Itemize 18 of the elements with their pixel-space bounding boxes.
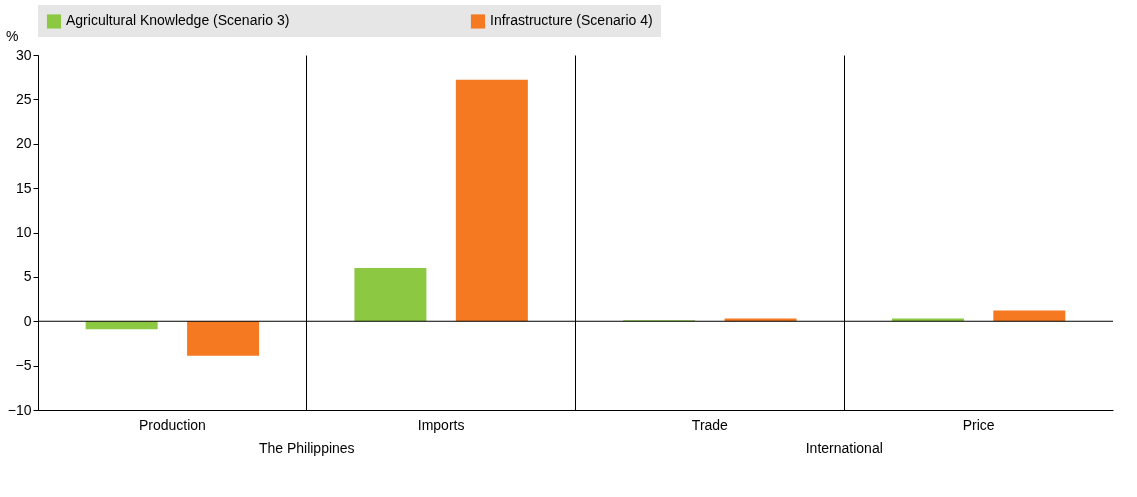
y-tick-label: 20 (15, 135, 32, 152)
y-tick-label: 5 (23, 268, 32, 285)
y-tick-label: 30 (15, 46, 32, 63)
y-tick-label: 0 (23, 312, 32, 329)
legend-label: Infrastructure (Scenario 4) (490, 12, 653, 29)
y-tick-label: 10 (15, 224, 32, 240)
text: International (805, 440, 883, 456)
y-axis-title: % (6, 27, 19, 44)
x-tick-label: Imports (417, 416, 465, 433)
y-tick-label: 25 (15, 90, 32, 107)
x-tick-label: Trade (691, 416, 729, 433)
text: The Philippines (258, 440, 355, 456)
y-tick-label: 15 (15, 179, 32, 196)
y-tick-label: −10 (7, 401, 32, 418)
x-tick-label: Production (138, 416, 206, 433)
legend-label: Agricultural Knowledge (Scenario 3) (66, 12, 290, 29)
y-tick-label: −5 (15, 357, 32, 374)
x-tick-label: Price (962, 416, 995, 433)
